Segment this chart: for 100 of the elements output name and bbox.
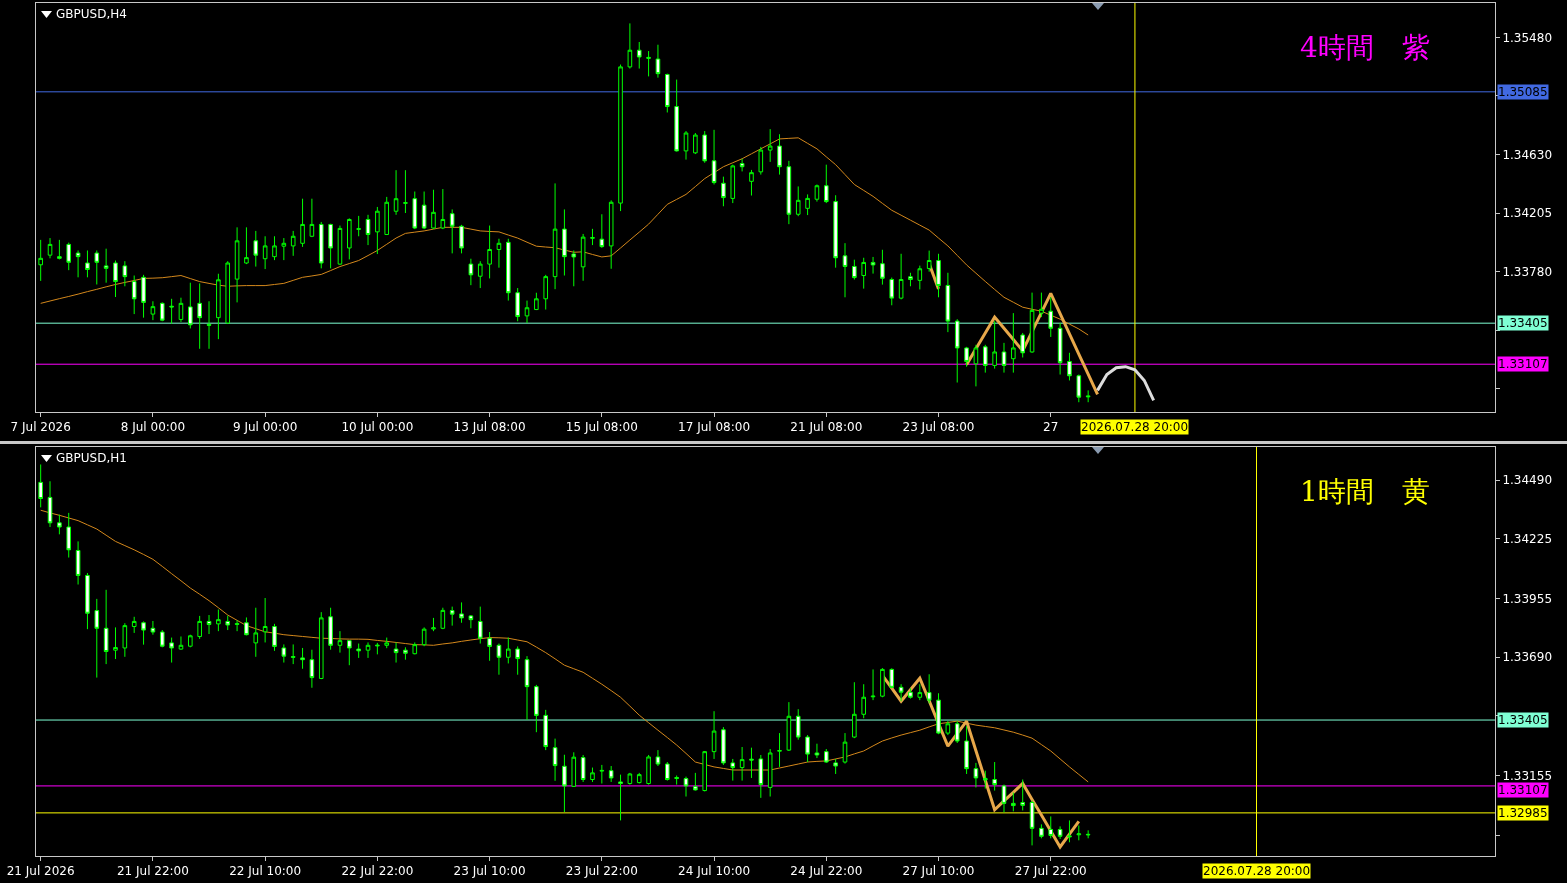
candlestick [627,771,633,785]
candlestick [159,301,165,322]
candlestick [693,771,698,791]
candlestick [1039,823,1044,839]
candlestick [777,732,782,767]
candlestick [1029,292,1035,354]
candlestick [468,258,474,286]
candlestick [908,272,913,287]
candlestick [365,214,371,246]
y-tick-label: 1.33690 [1502,649,1553,664]
candlestick [1076,824,1082,841]
candlestick [159,629,165,648]
candlestick [375,641,380,655]
candlestick [281,237,287,261]
candlestick [150,300,156,321]
candlestick [412,191,418,230]
chart-title: GBPUSD,H4 [56,7,127,22]
candlestick [403,169,408,214]
x-tick-label: 23 Jul 22:00 [565,863,638,878]
candlestick [852,681,857,739]
candlestick [1085,389,1091,403]
x-tick-label: 21 Jul 08:00 [790,420,863,435]
candlestick [347,639,352,666]
candlestick [823,164,829,204]
x-tick-label: 27 Jul 22:00 [1014,863,1087,878]
candlestick [131,615,137,633]
y-tick-label: 1.33955 [1502,591,1553,606]
annotation: 4時間 紫 [1300,31,1430,64]
candlestick [852,259,857,281]
x-tick-label: 15 Jul 08:00 [565,420,638,435]
candlestick [431,616,436,632]
candlestick [253,606,259,657]
candlestick [506,636,511,664]
y-tick-label: 1.34225 [1502,531,1553,546]
candlestick [206,614,212,635]
candlestick [730,757,736,781]
candlestick [234,619,240,632]
candlestick [898,683,904,702]
candlestick [328,606,333,650]
x-tick-label: 27 [1043,420,1059,435]
candlestick [805,193,810,216]
candlestick [954,318,960,384]
candlestick [599,213,605,249]
candlestick [1039,292,1044,318]
candlestick [113,626,118,660]
x-tick-label: 2026.07.28 20:00 [1081,420,1189,434]
candlestick [524,300,530,324]
candlestick [1029,799,1035,846]
candlestick [655,44,661,79]
candlestick [534,683,539,733]
candlestick [730,164,736,204]
candlestick [702,749,708,792]
candlestick [973,761,979,788]
candlestick [646,753,651,785]
candlestick [646,50,651,77]
candlestick [880,249,885,286]
candlestick [103,588,109,665]
candlestick [300,198,305,248]
candlestick [805,734,810,763]
candlestick [449,208,455,254]
candlestick [964,725,969,774]
candlestick [795,185,801,217]
candlestick [552,182,558,290]
candlestick [449,605,455,626]
candlestick [103,248,109,284]
candlestick [562,753,567,812]
candlestick [870,668,876,701]
x-tick-label: 22 Jul 22:00 [341,863,414,878]
candlestick [393,169,399,216]
candlestick [767,128,773,163]
candlestick [328,223,333,269]
candlestick [711,129,717,185]
candlestick [38,463,43,508]
x-tick-label: 21 Jul 2026 [6,863,75,878]
x-tick-label: 24 Jul 10:00 [678,863,751,878]
candlestick [739,158,745,172]
candlestick [749,169,754,197]
candlestick [384,636,390,649]
candlestick [823,748,829,763]
x-tick-label: 10 Jul 00:00 [341,420,414,435]
candlestick [683,775,689,797]
candlestick [702,130,708,164]
candlestick [300,646,305,669]
candlestick [945,272,951,333]
candlestick [85,572,90,630]
candlestick [459,601,464,623]
line-series [40,509,1089,782]
candlestick [384,196,390,236]
x-tick-label: 2026.07.28 20:00 [1203,863,1311,878]
candlestick [487,225,492,279]
candlestick [842,732,848,764]
candlestick [197,282,202,350]
candlestick [66,242,72,271]
candlestick [889,277,895,306]
candlestick [758,146,764,176]
candlestick [66,511,72,558]
line-series [40,137,1089,336]
candlestick [1057,322,1063,376]
ref-line-label: 1.33405 [1498,712,1548,727]
candlestick [169,636,174,663]
